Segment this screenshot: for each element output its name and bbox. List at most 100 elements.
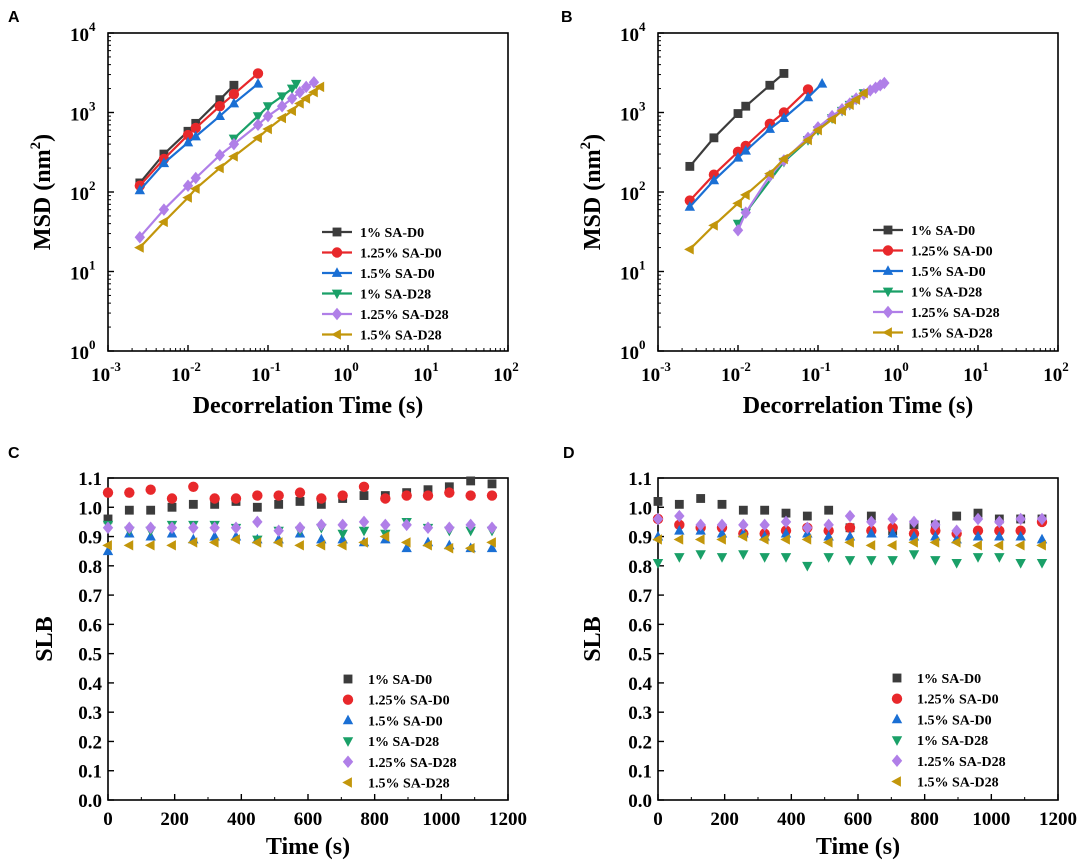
data-point: [166, 521, 178, 535]
legend-marker: [342, 714, 354, 725]
data-point: [908, 515, 920, 529]
legend-marker: [342, 777, 352, 788]
data-point: [486, 542, 498, 553]
data-point: [380, 518, 391, 532]
x-tick-label: 10-1: [251, 359, 281, 386]
data-point: [300, 80, 312, 94]
y-tick-label: 0.0: [628, 791, 652, 812]
x-tick-label: 10-3: [91, 359, 121, 386]
y-tick-exponent: 1: [89, 258, 96, 273]
data-point: [1015, 525, 1026, 536]
data-point: [273, 490, 284, 501]
y-axis-title-text: SLB: [580, 616, 606, 661]
data-point: [816, 78, 828, 88]
data-point: [738, 518, 749, 532]
data-point: [716, 553, 728, 563]
data-point: [759, 553, 770, 563]
x-tick-base: 10: [493, 365, 512, 386]
legend-item-1-25pct-sa-d0: 1.25% SA-D0: [342, 694, 450, 709]
data-point: [252, 502, 262, 512]
data-point: [738, 550, 749, 560]
data-point: [276, 112, 286, 124]
data-point: [102, 487, 114, 498]
legend-label: 1.25% SA-D28: [368, 756, 457, 771]
y-tick-label: 103: [70, 99, 96, 126]
y-tick-base: 10: [70, 264, 89, 285]
data-point: [228, 88, 240, 100]
data-point: [315, 540, 326, 551]
x-axis-title: Decorrelation Time (s): [743, 393, 974, 419]
y-tick-label: 0.8: [78, 557, 102, 578]
data-point: [102, 540, 112, 551]
panel-d: D 0 200 400 600 800 1000 1200 0.0 0.1 0.2 0.3 0.4 0.5…: [563, 445, 1077, 860]
y-tick-base: 10: [620, 25, 639, 46]
x-tick-exponent: -3: [110, 359, 121, 374]
data-point: [214, 101, 226, 112]
data-point: [733, 109, 743, 118]
data-point: [887, 512, 898, 526]
y-axis-title-close: ): [580, 134, 606, 142]
series-1-25pct-sa-d0: [102, 481, 498, 504]
y-axis-title: SLB: [580, 616, 606, 661]
y-axis-title: SLB: [32, 616, 58, 661]
data-point: [464, 543, 475, 554]
data-point: [652, 534, 662, 545]
data-point: [145, 521, 156, 535]
x-tick-label: 0: [103, 809, 113, 830]
data-point: [972, 553, 984, 563]
data-point: [695, 550, 706, 560]
data-point: [103, 514, 113, 524]
data-point: [685, 161, 695, 171]
x-tick-exponent: 0: [352, 359, 359, 374]
data-point: [708, 174, 720, 185]
y-axis-title-text: SLB: [32, 616, 58, 661]
x-tick-exponent: -3: [660, 359, 671, 374]
legend-item-1-5pct-sa-d28: 1.5% SA-D28: [342, 777, 450, 792]
y-tick-label: 103: [620, 99, 646, 126]
data-point: [653, 496, 663, 506]
series-1pct-sa-d0: [103, 476, 497, 524]
data-point: [190, 122, 201, 134]
y-tick-base: 10: [70, 105, 89, 126]
legend-marker: [891, 736, 903, 746]
data-point: [158, 216, 168, 228]
data-point: [230, 521, 242, 535]
y-tick-exponent: 0: [89, 337, 96, 352]
x-tick-label: 1000: [972, 809, 1010, 830]
data-point: [252, 112, 264, 122]
data-point: [401, 490, 412, 501]
data-point: [780, 515, 792, 529]
data-point: [466, 476, 476, 486]
data-point: [717, 499, 727, 509]
data-point: [930, 556, 941, 566]
x-tick-label: 200: [160, 809, 189, 830]
y-axis-title-sup: 2: [578, 142, 594, 150]
data-point: [316, 518, 327, 532]
data-point: [167, 502, 177, 512]
legend-item-1-25pct-sa-d0: 1.25% SA-D0: [873, 245, 993, 260]
y-tick-label: 0.1: [78, 762, 102, 783]
data-point: [802, 561, 813, 572]
y-tick-label: 0.6: [628, 615, 652, 636]
data-point: [422, 490, 434, 501]
data-point: [359, 491, 369, 500]
data-point: [737, 531, 748, 542]
series-1pct-sa-d0: [685, 69, 789, 171]
x-tick-exponent: -2: [740, 359, 751, 374]
data-point: [741, 101, 751, 111]
y-tick-exponent: 3: [639, 99, 646, 114]
legend-marker: [332, 227, 342, 237]
panel-letter: A: [8, 9, 20, 26]
x-tick-label: 1000: [422, 809, 460, 830]
legend-label: 1% SA-D28: [368, 735, 439, 750]
data-point: [358, 481, 370, 492]
data-point: [758, 534, 769, 545]
data-point: [732, 198, 742, 209]
y-tick-base: 10: [70, 25, 89, 46]
legend-item-1pct-sa-d0: 1% SA-D0: [343, 673, 432, 688]
legend-marker: [891, 754, 903, 768]
data-point: [844, 509, 856, 523]
x-tick-label: 101: [963, 359, 989, 386]
data-point: [802, 134, 812, 146]
panel-c: C 0 200 400 600 800 1000 1200 0.0 0.1 0.2 0.3 0.4 0.5…: [8, 445, 527, 860]
